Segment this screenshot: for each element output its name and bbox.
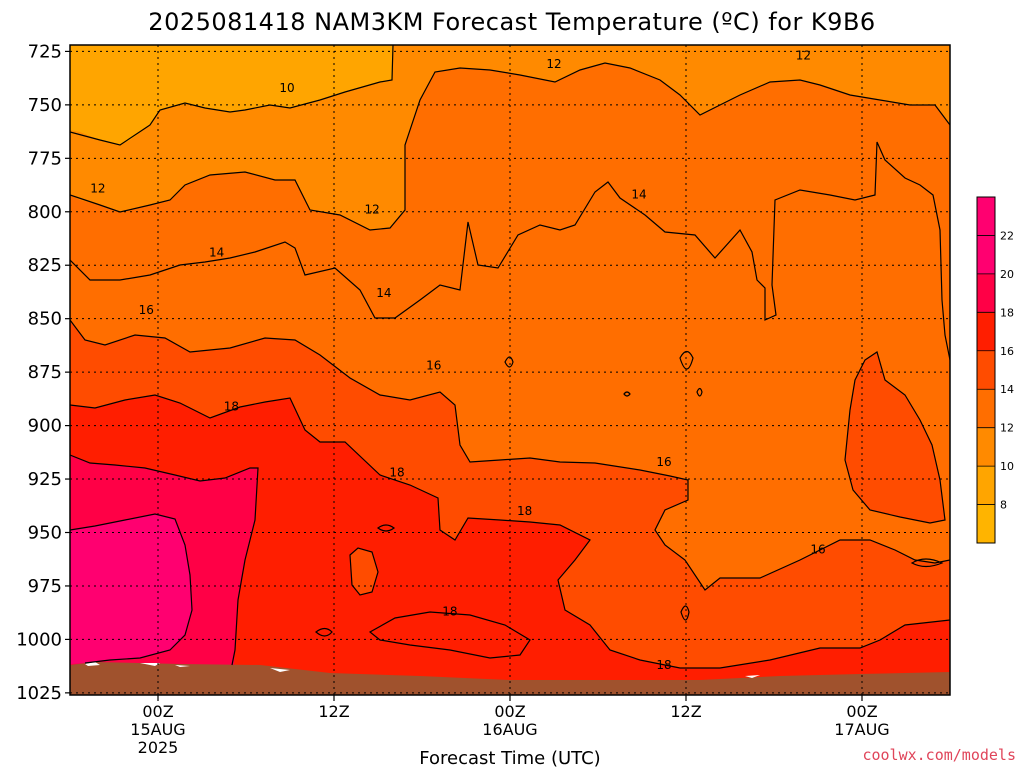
- band-16-pocket-right: [845, 352, 945, 523]
- contour-18-blob-b: [368, 611, 531, 659]
- contour-label: 14: [209, 245, 224, 259]
- contour-label: 18: [442, 605, 457, 619]
- colorbar-segment: [977, 389, 995, 428]
- x-tick-label: 17AUG: [834, 720, 889, 739]
- x-axis-label: Forecast Time (UTC): [419, 748, 600, 768]
- contour-label: 12: [546, 57, 561, 71]
- y-tick-label: 1000: [16, 629, 62, 650]
- y-tick-label: 975: [28, 576, 62, 597]
- colorbar-segment: [977, 197, 995, 236]
- contour-small-oval-7: [680, 605, 690, 621]
- contour-label: 16: [426, 359, 441, 373]
- y-tick-label: 825: [28, 255, 62, 276]
- colorbar-label: 14: [1000, 383, 1014, 396]
- contour-label: 18: [656, 658, 671, 672]
- contour-label: 18: [224, 399, 239, 413]
- contour-small-oval-5: [910, 558, 944, 568]
- contour-22: [70, 513, 193, 664]
- colorbar-label: 20: [1000, 268, 1014, 281]
- contour-label: 16: [810, 543, 825, 557]
- colorbar-label: 8: [1000, 499, 1007, 512]
- watermark: coolwx.com/models: [862, 746, 1016, 764]
- contour-label: 12: [796, 49, 811, 63]
- y-tick-label: 750: [28, 95, 62, 116]
- x-tick-label: 00Z: [494, 702, 525, 721]
- contour-label-group: 10 12 12 12 12 14 14 14 16 16 16 16 18 18 18 18 18: [90, 49, 825, 672]
- x-tick-label: 00Z: [846, 702, 877, 721]
- contour-16-right-pocket: [844, 351, 946, 524]
- contour-20: [70, 454, 259, 666]
- contour-label: 14: [376, 286, 391, 300]
- band-10-region: [70, 45, 393, 145]
- y-tick-label: 900: [28, 416, 62, 437]
- chart-title: 2025081418 NAM3KM Forecast Temperature (…: [148, 8, 875, 36]
- band-22-region: [70, 514, 192, 664]
- colorbar-segment: [977, 312, 995, 351]
- contour-label: 16: [656, 455, 671, 469]
- contour-small-oval-1: [504, 356, 514, 368]
- contour-label: 14: [631, 188, 646, 202]
- plot-area: 10 12 12 12 12 14 14 14 16 16 16 16 18 18 18 18 18: [70, 45, 950, 695]
- y-tick-label: 875: [28, 362, 62, 383]
- colorbar: 8 10 12 14 16 18 20 22: [976, 196, 1014, 544]
- contour-14: [70, 141, 950, 361]
- x-tick-label: 00Z: [142, 702, 173, 721]
- x-tick-label: 15AUG: [130, 720, 185, 739]
- x-tick-label: 2025: [138, 738, 179, 757]
- contour-label: 12: [364, 203, 379, 217]
- contour-small-oval-4: [623, 391, 631, 397]
- contour-small-oval-6: [315, 627, 333, 637]
- colorbar-frame: [976, 196, 996, 544]
- colorbar-label: 22: [1000, 229, 1014, 242]
- colorbar-label: 12: [1000, 422, 1014, 435]
- colorbar-label: 18: [1000, 306, 1014, 319]
- contour-small-oval-2: [679, 350, 694, 370]
- colorbar-segment: [977, 466, 995, 505]
- y-tick-label: 725: [28, 41, 62, 62]
- y-tick-label: 775: [28, 148, 62, 169]
- contour-12-upper: [70, 62, 950, 231]
- x-tick-label: 16AUG: [482, 720, 537, 739]
- colorbar-segment: [977, 350, 995, 390]
- contour-label: 16: [139, 303, 154, 317]
- contour-lines: [70, 45, 950, 669]
- contour-small-oval-8: [376, 524, 396, 532]
- contour-18-blob-a: [349, 547, 379, 596]
- contour-small-oval-3: [696, 387, 703, 397]
- terrain-ground: [70, 662, 950, 695]
- colorbar-segment: [977, 504, 995, 543]
- contour-18: [70, 394, 950, 669]
- y-tick-label: 800: [28, 202, 62, 223]
- grid-lines: [70, 45, 950, 695]
- colorbar-label: 16: [1000, 345, 1014, 358]
- contour-label: 12: [90, 181, 105, 195]
- colorbar-segment: [977, 427, 995, 467]
- contour-label: 18: [517, 504, 532, 518]
- contour-label: 18: [389, 466, 404, 480]
- y-tick-label: 1025: [16, 683, 62, 704]
- y-axis: 725 750 775 800 825 850 875 900 925 950 975 1000 102…: [16, 41, 70, 704]
- y-tick-label: 925: [28, 469, 62, 490]
- colorbar-segment: [977, 273, 995, 313]
- x-tick-label: 12Z: [318, 702, 349, 721]
- x-tick-label: 12Z: [670, 702, 701, 721]
- contour-label: 10: [279, 81, 294, 95]
- y-tick-label: 950: [28, 523, 62, 544]
- band-18-blob-b: [370, 612, 530, 658]
- colorbar-label: 10: [1000, 460, 1014, 473]
- band-16-blob-a: [350, 548, 378, 595]
- y-tick-label: 850: [28, 309, 62, 330]
- terrain-ground-edge: [85, 662, 760, 678]
- contour-10: [70, 45, 394, 146]
- colorbar-segment: [977, 235, 995, 274]
- contour-16: [70, 319, 950, 591]
